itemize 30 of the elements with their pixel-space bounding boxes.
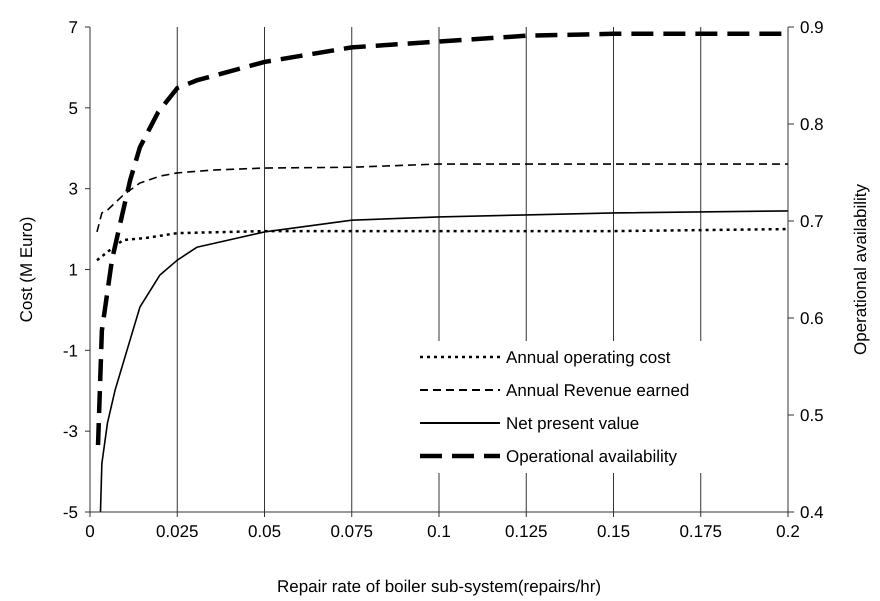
y-tick-label: 7: [68, 18, 78, 37]
x-tick-label: 0.15: [596, 522, 630, 541]
x-tick-label: 0.075: [330, 522, 374, 541]
legend-label: Net present value: [506, 414, 640, 433]
y2-tick-label: 0.5: [800, 406, 824, 425]
y-tick-label: 1: [68, 260, 78, 280]
y-tick-label: 5: [68, 98, 78, 118]
x-tick-label: 0.175: [679, 522, 722, 541]
x-tick-label: 0.025: [156, 522, 199, 541]
legend-label: Operational availability: [506, 447, 678, 466]
y-tick-label: -5: [62, 503, 78, 522]
y-tick-label: -1: [62, 341, 78, 360]
x-tick-label: 0.05: [248, 522, 282, 541]
x-tick-label: 0.125: [504, 522, 548, 541]
y2-axis-title: Operational availability: [851, 183, 870, 356]
y2-tick-label: 0.4: [800, 503, 824, 522]
line-series: [100, 210, 789, 513]
x-tick-label: 0.2: [776, 522, 800, 541]
y-tick-label: 3: [68, 180, 78, 199]
legend-label: Annual Revenue earned: [506, 381, 690, 400]
y-tick-label: -3: [62, 422, 78, 442]
x-tick-label: 0: [85, 522, 95, 541]
y-axis-title: Cost (M Euro): [17, 216, 36, 322]
y2-tick-label: 0.6: [800, 309, 824, 328]
y2-tick-label: 0.7: [800, 212, 824, 231]
y2-tick-label: 0.8: [800, 115, 824, 134]
legend-label: Annual operating cost: [506, 348, 671, 367]
x-tick-label: 0.1: [427, 522, 451, 541]
x-axis-title: Repair rate of boiler sub-system(repairs/hr): [276, 577, 602, 596]
y2-tick-label: 0.9: [800, 18, 824, 37]
